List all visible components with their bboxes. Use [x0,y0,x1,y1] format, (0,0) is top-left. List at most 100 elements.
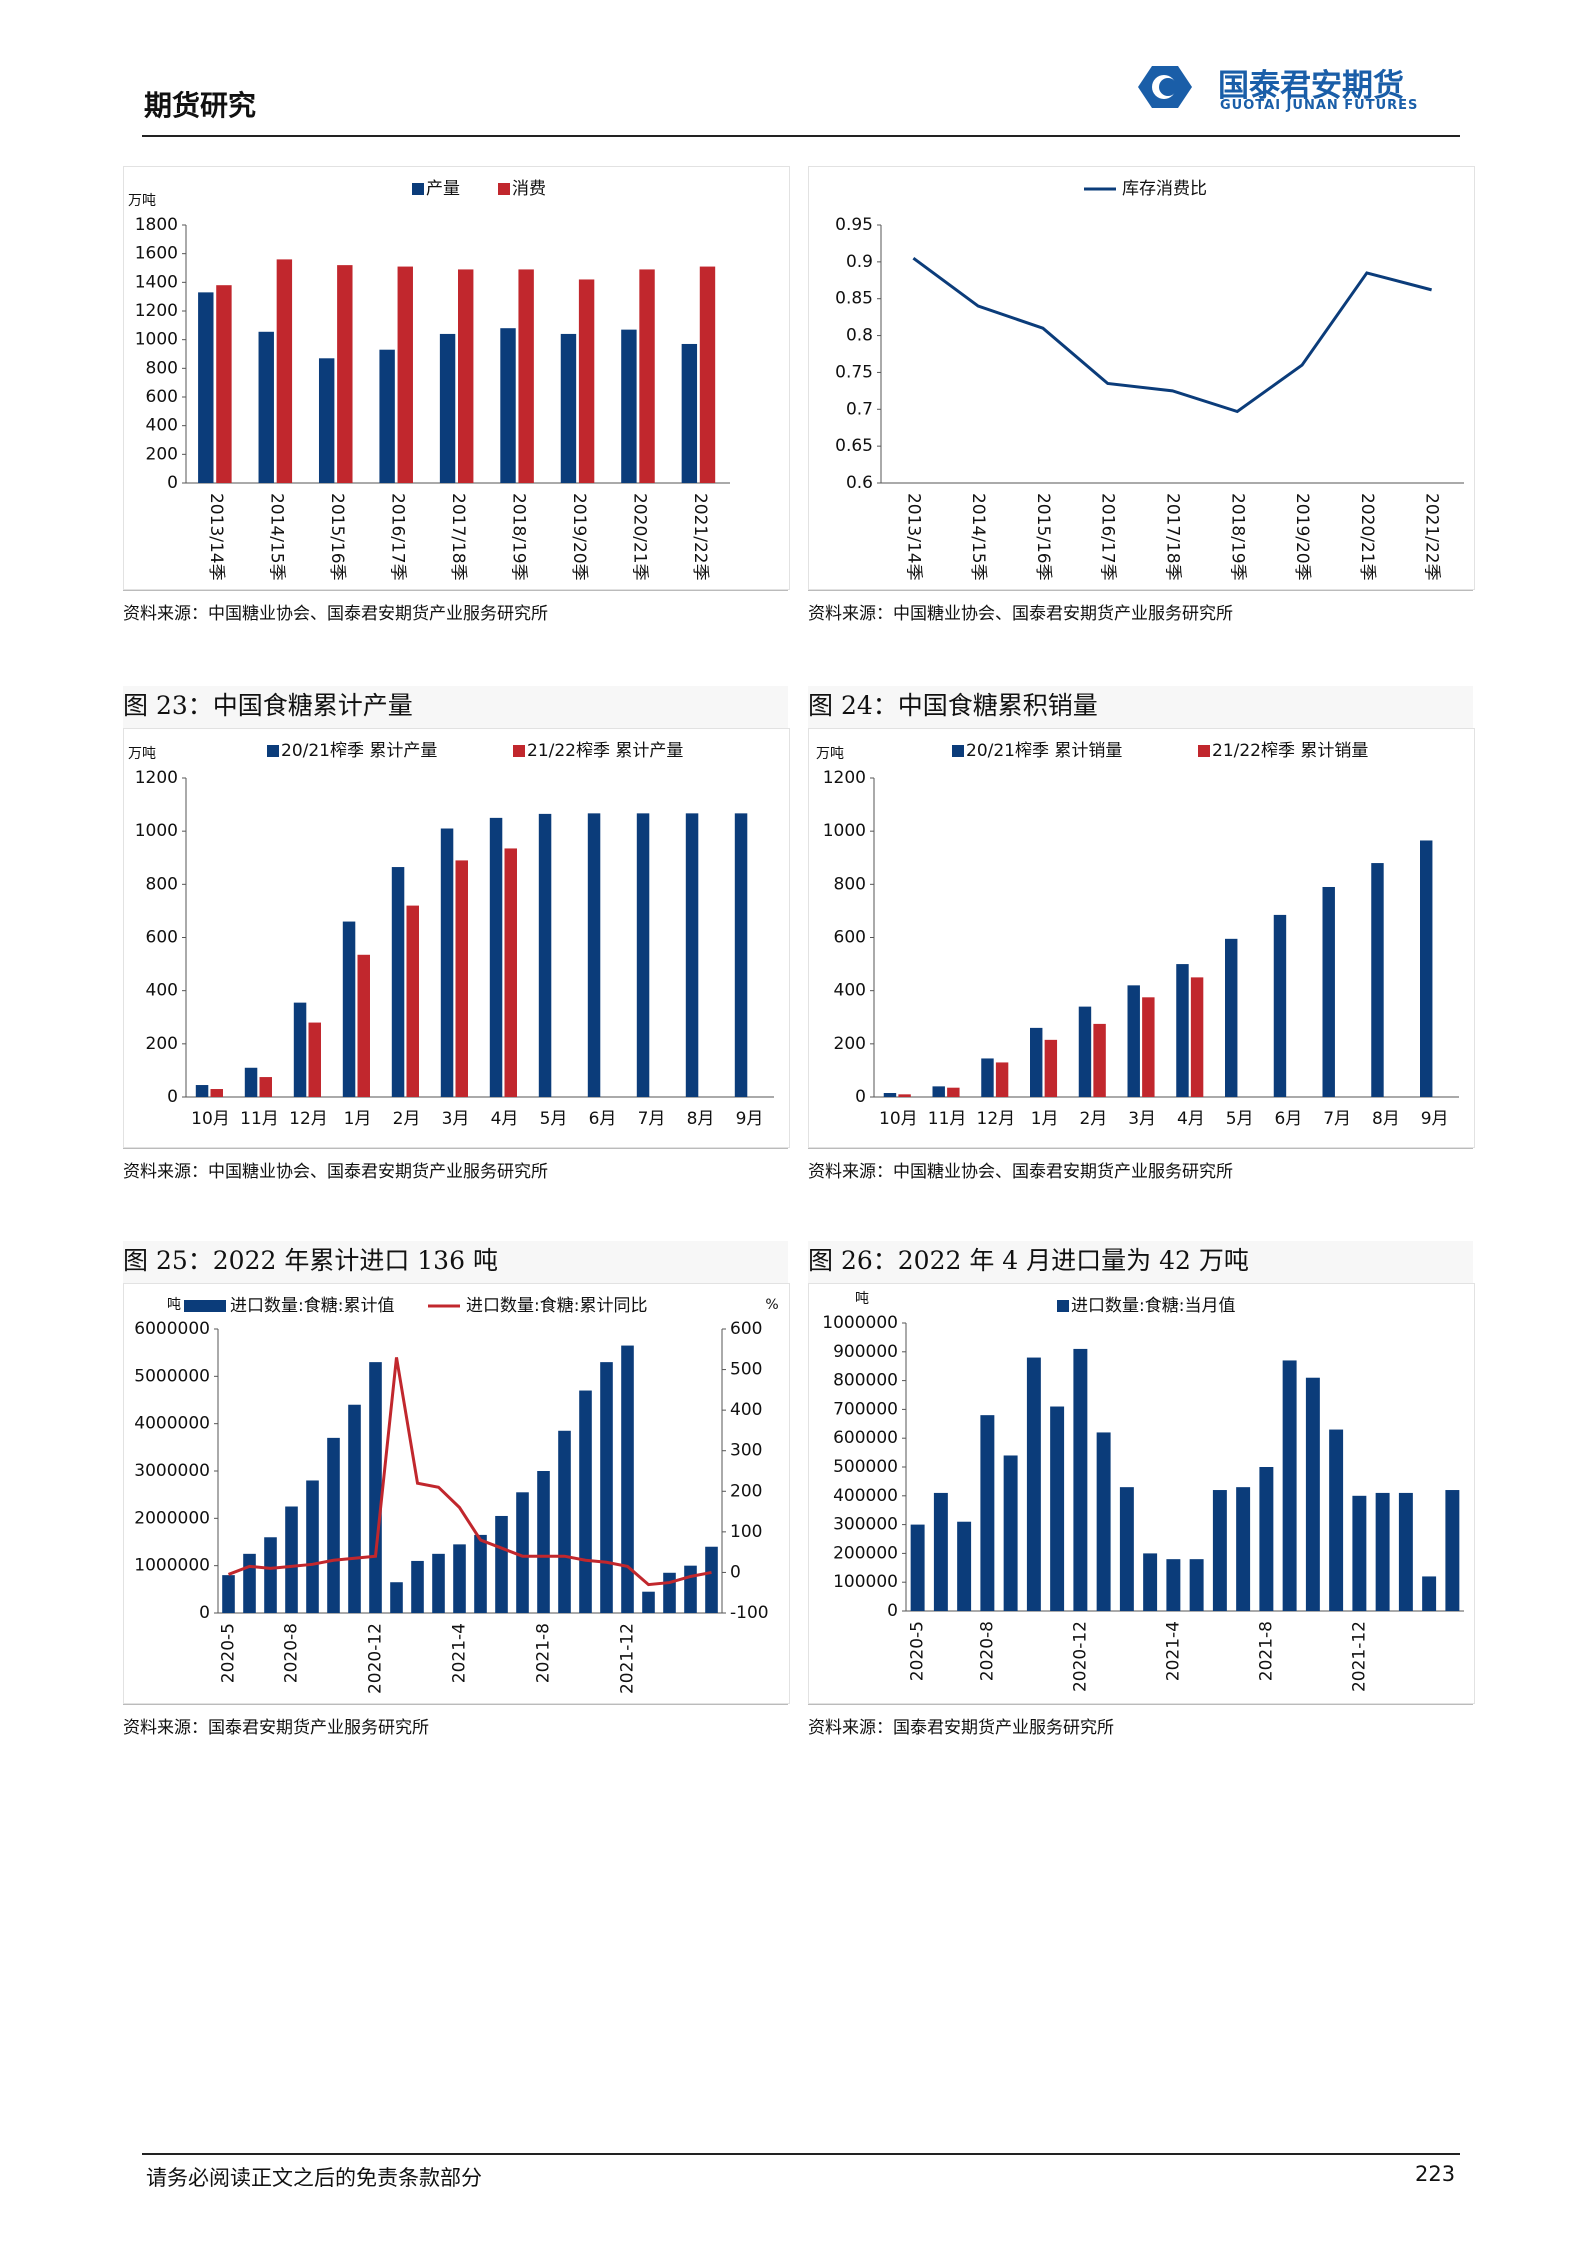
x-tick-label: 2021-12 [1349,1621,1369,1692]
logo-en: GUOTAI JUNAN FUTURES [1220,98,1419,113]
bar [453,1544,466,1613]
legend-label: 消费 [512,179,546,199]
bar [1259,1467,1274,1611]
bar [1044,1039,1058,1097]
figure-caption: 图 26：2022 年 4 月进口量为 42 万吨 [808,1241,1473,1284]
bar [308,1022,321,1097]
bar [327,1437,340,1613]
bar [578,279,595,483]
bar [306,1480,319,1613]
header-rule [142,135,1460,137]
x-tick-label: 2020-12 [366,1623,386,1694]
bar [1371,863,1384,1097]
y2-tick-label: 600 [730,1319,762,1339]
y-tick-label: 800 [146,874,178,894]
line [227,1357,712,1587]
bar [600,1362,613,1613]
bar [369,1362,382,1613]
y-tick-label: 1200 [823,768,866,788]
legend-label: 产量 [426,179,460,199]
figure-caption: 图 23：中国食糖累计产量 [123,686,788,729]
y-tick-label: 300000 [833,1515,898,1535]
y-tick-label: 0.65 [835,436,873,456]
bar [458,269,474,483]
x-tick-label: 11月 [928,1109,967,1129]
x-tick-label: 7月 [1323,1109,1351,1129]
legend-label: 库存消费比 [1122,179,1207,199]
legend-swatch [952,745,964,757]
x-tick-label: 11月 [240,1109,279,1129]
y-tick-label: 0 [199,1603,210,1623]
bar [933,1492,948,1611]
bar [685,813,699,1097]
bar [210,1089,223,1097]
bar [198,292,214,483]
x-tick-label: 3月 [442,1109,470,1129]
y2-tick-label: 200 [730,1481,762,1501]
x-tick-label: 2018/19季 [1227,493,1247,581]
y2-tick-label: -100 [730,1603,769,1623]
bar [285,1506,298,1613]
chart: 吨 0 100000 200000 300000 400000 500000 600000 70… [808,1283,1475,1704]
bar [1225,938,1238,1097]
bar [957,1521,972,1611]
x-tick-label: 4月 [491,1109,519,1129]
x-tick-label: 2020-5 [219,1623,239,1683]
bar [684,1565,697,1613]
x-tick-label: 2017/18季 [448,493,468,581]
y-tick-label: 0 [167,1087,178,1107]
figure-caption: 图 25：2022 年累计进口 136 吨 [123,1241,788,1284]
bar [379,349,395,483]
x-tick-label: 2020/21季 [629,493,649,581]
bar [1190,977,1204,1097]
bar [1119,1487,1134,1611]
bar [222,1575,235,1613]
y-tick-label: 4000000 [134,1414,210,1434]
bar [883,1093,897,1097]
bar [440,828,454,1097]
source-note: 资料来源：中国糖业协会、国泰君安期货产业服务研究所 [808,1148,1473,1182]
y-tick-label: 1800 [135,215,178,235]
bar [243,1553,256,1613]
line [912,256,1432,414]
x-tick-label: 2020-5 [908,1621,928,1681]
y-tick-label: 200 [834,1034,866,1054]
bar [1166,1559,1181,1611]
bar [1127,985,1140,1097]
y-tick-label: 500000 [833,1457,898,1477]
bar [947,1087,960,1097]
bar [259,1077,272,1097]
x-tick-label: 1月 [1031,1109,1059,1129]
x-tick-label: 6月 [589,1109,617,1129]
x-tick-label: 8月 [1372,1109,1400,1129]
source-note: 资料来源：中国糖业协会、国泰君安期货产业服务研究所 [123,1148,788,1182]
x-tick-label: 10月 [191,1109,230,1129]
bar [455,860,468,1097]
y-tick-label: 5000000 [134,1366,210,1386]
bar [1322,886,1335,1097]
chart: 万吨 0 200 400 600 800 1000 1200 10月 11月 12月 1月 2月 3月 4月… [123,728,790,1148]
x-tick-label: 2021/22季 [690,493,710,581]
bar [1073,1348,1088,1611]
bar [734,813,748,1097]
bar [495,1515,508,1613]
x-tick-label: 2020-12 [1070,1621,1090,1692]
bar [1420,840,1433,1097]
bar [621,1345,634,1613]
x-tick-label: 6月 [1274,1109,1302,1129]
y-unit: 万吨 [128,746,156,762]
bar [932,1086,945,1097]
x-tick-label: 7月 [638,1109,666,1129]
y-tick-label: 1000 [135,821,178,841]
y-unit: 万吨 [816,746,844,762]
x-tick-label: 10月 [879,1109,918,1129]
bar [1212,1490,1227,1611]
y-tick-label: 100000 [833,1572,898,1592]
bar [397,266,413,483]
bar [910,1524,925,1611]
y-tick-label: 1000 [823,821,866,841]
y2-unit: % [765,1297,778,1313]
y-tick-label: 600000 [833,1428,898,1448]
logo-icon [1138,66,1192,108]
x-tick-label: 2018/19季 [508,493,528,581]
